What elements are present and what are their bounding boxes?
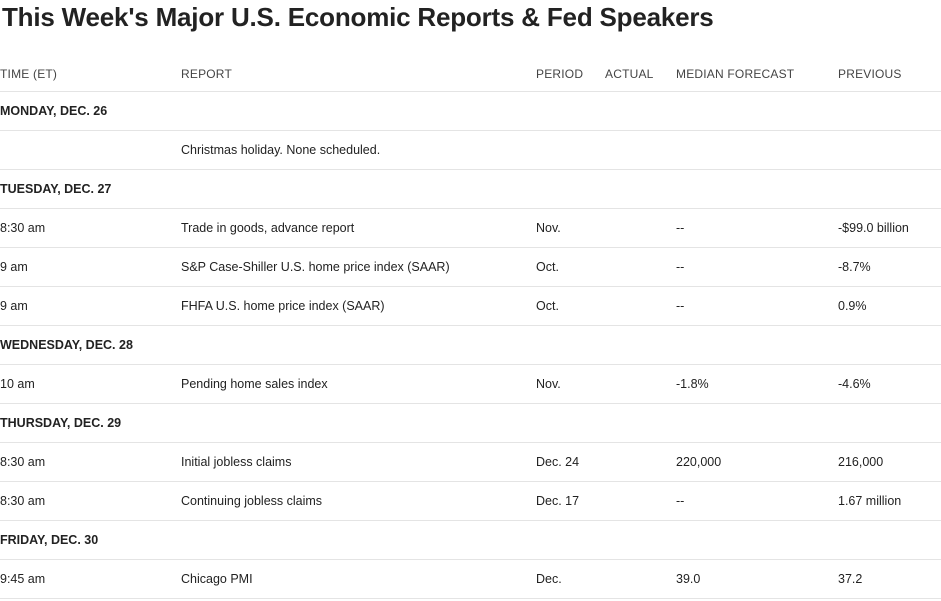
cell-period: Nov. (536, 364, 605, 404)
cell-previous: 1.67 million (838, 481, 941, 521)
cell-median-forecast: -- (676, 247, 838, 287)
cell-time: 9 am (0, 247, 181, 287)
cell-period: Dec. 24 (536, 442, 605, 482)
cell-period: Nov. (536, 208, 605, 248)
day-header-row: FRIDAY, DEC. 30 (0, 520, 941, 560)
cell-report: Christmas holiday. None scheduled. (181, 130, 536, 170)
cell-time: 10 am (0, 364, 181, 404)
economic-reports-table: TIME (ET) REPORT PERIOD ACTUAL MEDIAN FO… (0, 56, 941, 599)
cell-median-forecast: -- (676, 286, 838, 326)
col-header-time: TIME (ET) (0, 56, 181, 92)
cell-time: 8:30 am (0, 481, 181, 521)
table-row: 8:30 am Trade in goods, advance report N… (0, 208, 941, 248)
cell-period: Oct. (536, 286, 605, 326)
cell-actual (605, 442, 676, 482)
cell-previous: -8.7% (838, 247, 941, 287)
day-header-row: THURSDAY, DEC. 29 (0, 403, 941, 443)
cell-median-forecast: 220,000 (676, 442, 838, 482)
cell-previous: 0.9% (838, 286, 941, 326)
cell-report: FHFA U.S. home price index (SAAR) (181, 286, 536, 326)
cell-report: Trade in goods, advance report (181, 208, 536, 248)
cell-report: Continuing jobless claims (181, 481, 536, 521)
cell-time: 9:45 am (0, 559, 181, 599)
cell-time: 8:30 am (0, 442, 181, 482)
day-label: FRIDAY, DEC. 30 (0, 520, 941, 560)
cell-actual (605, 208, 676, 248)
table-row: 8:30 am Initial jobless claims Dec. 24 2… (0, 442, 941, 482)
cell-time (0, 130, 181, 170)
cell-period: Dec. (536, 559, 605, 599)
page-title: This Week's Major U.S. Economic Reports … (2, 2, 714, 32)
cell-median-forecast: -1.8% (676, 364, 838, 404)
day-label: MONDAY, DEC. 26 (0, 91, 941, 131)
col-header-actual: ACTUAL (605, 56, 676, 92)
table-row: 10 am Pending home sales index Nov. -1.8… (0, 364, 941, 404)
cell-previous: -$99.0 billion (838, 208, 941, 248)
col-header-period: PERIOD (536, 56, 605, 92)
cell-previous: 37.2 (838, 559, 941, 599)
cell-actual (605, 364, 676, 404)
col-header-previous: PREVIOUS (838, 56, 941, 92)
day-header-row: WEDNESDAY, DEC. 28 (0, 325, 941, 365)
table-header-row: TIME (ET) REPORT PERIOD ACTUAL MEDIAN FO… (0, 56, 941, 92)
cell-actual (605, 286, 676, 326)
cell-time: 8:30 am (0, 208, 181, 248)
table-row: Christmas holiday. None scheduled. (0, 130, 941, 170)
table-row: 9:45 am Chicago PMI Dec. 39.0 37.2 (0, 559, 941, 599)
table-row: 8:30 am Continuing jobless claims Dec. 1… (0, 481, 941, 521)
cell-report: Chicago PMI (181, 559, 536, 599)
cell-report: Pending home sales index (181, 364, 536, 404)
cell-period: Oct. (536, 247, 605, 287)
cell-median-forecast: -- (676, 481, 838, 521)
cell-period (536, 130, 605, 170)
cell-actual (605, 559, 676, 599)
cell-actual (605, 130, 676, 170)
day-header-row: MONDAY, DEC. 26 (0, 91, 941, 131)
day-label: THURSDAY, DEC. 29 (0, 403, 941, 443)
cell-previous (838, 130, 941, 170)
cell-actual (605, 481, 676, 521)
cell-median-forecast: -- (676, 208, 838, 248)
cell-median-forecast (676, 130, 838, 170)
day-header-row: TUESDAY, DEC. 27 (0, 169, 941, 209)
cell-actual (605, 247, 676, 287)
cell-period: Dec. 17 (536, 481, 605, 521)
cell-time: 9 am (0, 286, 181, 326)
day-label: TUESDAY, DEC. 27 (0, 169, 941, 209)
cell-median-forecast: 39.0 (676, 559, 838, 599)
cell-previous: -4.6% (838, 364, 941, 404)
day-label: WEDNESDAY, DEC. 28 (0, 325, 941, 365)
cell-report: S&P Case-Shiller U.S. home price index (… (181, 247, 536, 287)
cell-previous: 216,000 (838, 442, 941, 482)
col-header-median-forecast: MEDIAN FORECAST (676, 56, 838, 92)
col-header-report: REPORT (181, 56, 536, 92)
table-row: 9 am S&P Case-Shiller U.S. home price in… (0, 247, 941, 287)
table-row: 9 am FHFA U.S. home price index (SAAR) O… (0, 286, 941, 326)
cell-report: Initial jobless claims (181, 442, 536, 482)
